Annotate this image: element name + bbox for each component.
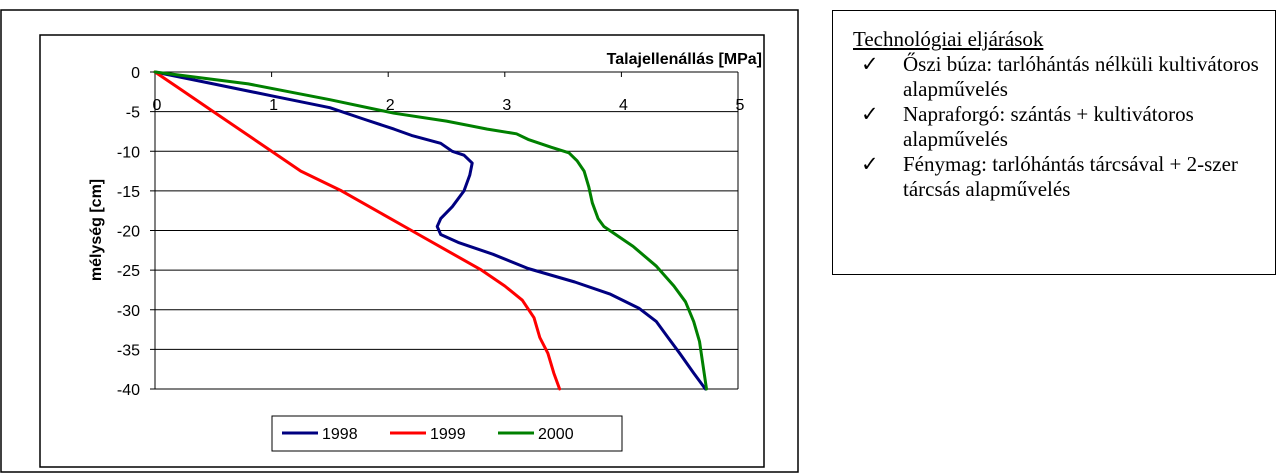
x-axis-label: Talajellenállás [MPa] [607,51,762,68]
check-icon: ✓ [861,102,879,126]
legend-label: 2000 [538,426,574,443]
legend-label: 1999 [430,426,466,443]
legend-box [271,415,623,452]
technology-item: ✓ Fénymag: tarlóhántás tárcsával + 2-szer… [853,152,1261,202]
check-icon: ✓ [861,52,879,76]
technology-item-text: Napraforgó: szántás + kultivátoros alapm… [903,102,1194,151]
x-tick-label: 1 [269,97,278,114]
technology-item-text: Fénymag: tarlóhántás tárcsával + 2-szer … [903,152,1238,201]
plot-area [39,34,765,468]
technology-item: ✓ Őszi búza: tarlóhántás nélküli kultivát… [853,52,1261,102]
y-tick-label: -20 [117,224,140,241]
y-tick-label: -40 [117,382,140,399]
series-line-1998 [153,70,707,391]
technology-list: ✓ Őszi búza: tarlóhántás nélküli kultivát… [853,52,1261,202]
technology-item-text: Őszi búza: tarlóhántás nélküli kultiváto… [903,52,1259,101]
y-tick-label: -35 [117,342,140,359]
y-axis-label: mélység [cm] [88,179,105,281]
grid-layer [155,71,739,390]
technology-item: ✓ Napraforgó: szántás + kultivátoros alap… [853,102,1261,152]
check-icon: ✓ [861,152,879,176]
y-tick-label: -5 [126,105,140,122]
legend: 1998 1999 2000 [282,426,574,443]
y-tick-label: -30 [117,303,140,320]
x-tick-label: 0 [153,97,162,114]
y-tick-label: -10 [117,144,140,161]
x-tick-label: 2 [386,97,395,114]
technology-box: Technológiai eljárások ✓ Őszi búza: tarló… [832,10,1276,275]
technology-box-title: Technológiai eljárások [853,27,1044,51]
x-tick-label: 4 [619,97,628,114]
axis-layer: 0 -5 -10 -15 -20 -25 -30 -35 -40 0 1 2 3 4 5 [117,65,745,399]
x-tick-label: 5 [736,97,745,114]
y-tick-label: -15 [117,184,140,201]
y-tick-label: -25 [117,263,140,280]
series-layer [153,70,708,391]
series-line-1999 [153,70,562,391]
series-line-2000 [153,70,708,391]
legend-label: 1998 [322,426,358,443]
x-tick-label: 3 [502,97,511,114]
y-tick-label: 0 [131,65,140,82]
